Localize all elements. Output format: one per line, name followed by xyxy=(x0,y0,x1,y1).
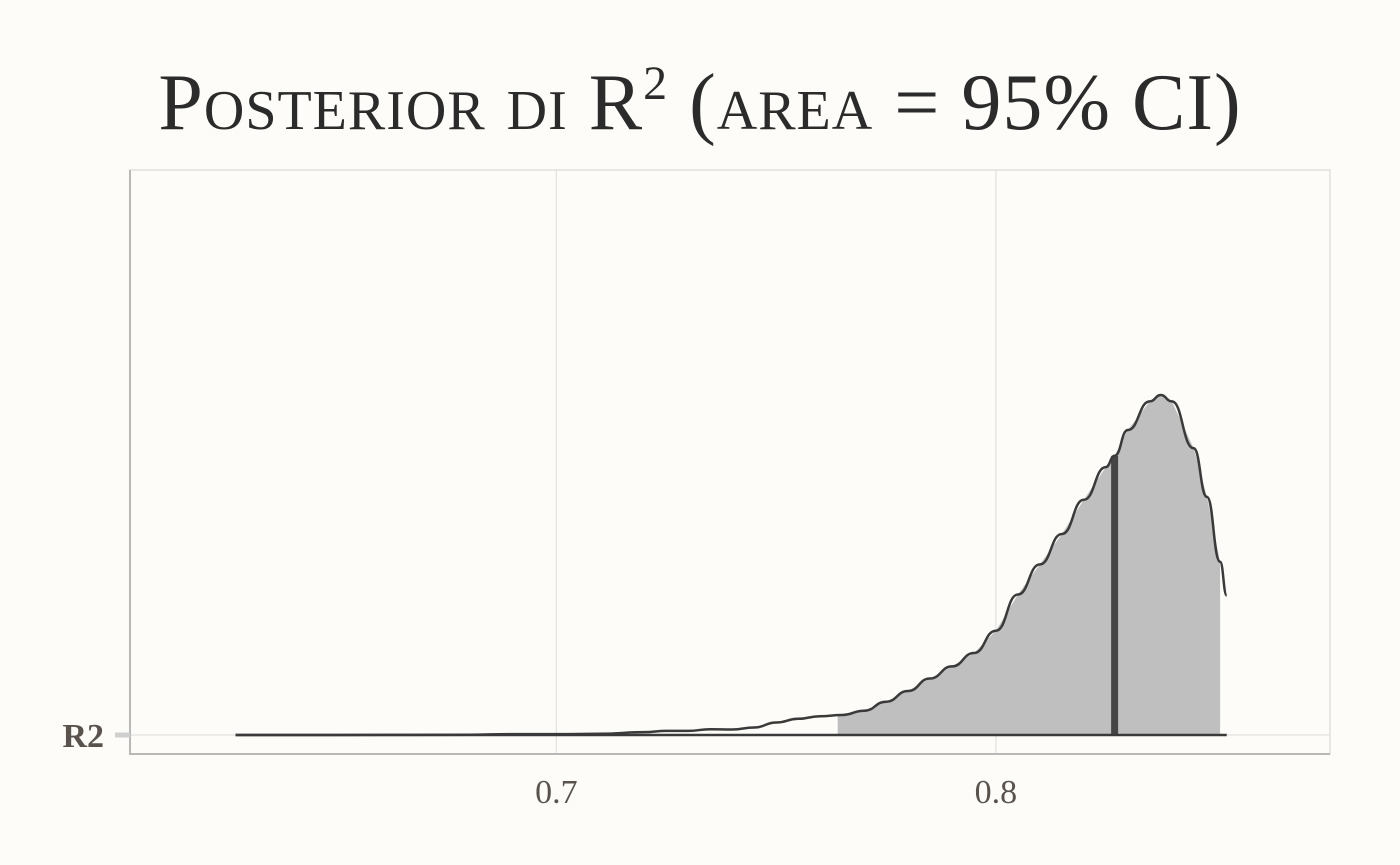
density-curve xyxy=(235,393,1228,737)
ci-95-area xyxy=(837,395,1221,735)
chart-title: Posterior di R2 (area = 95% CI) xyxy=(0,58,1400,148)
chart-title-superscript: 2 xyxy=(643,57,669,110)
x-tick-label: 0.8 xyxy=(975,774,1018,811)
x-tick-label: 0.7 xyxy=(535,774,578,811)
ci-area-layer xyxy=(235,393,1228,737)
axis-layer xyxy=(115,170,1330,755)
chart-title-main: Posterior di R xyxy=(158,59,644,147)
chart-title-rest: (area = 95% CI) xyxy=(668,59,1242,147)
label-layer: 0.7 0.8 R2 xyxy=(62,718,1017,811)
y-tick-label: R2 xyxy=(62,718,104,755)
